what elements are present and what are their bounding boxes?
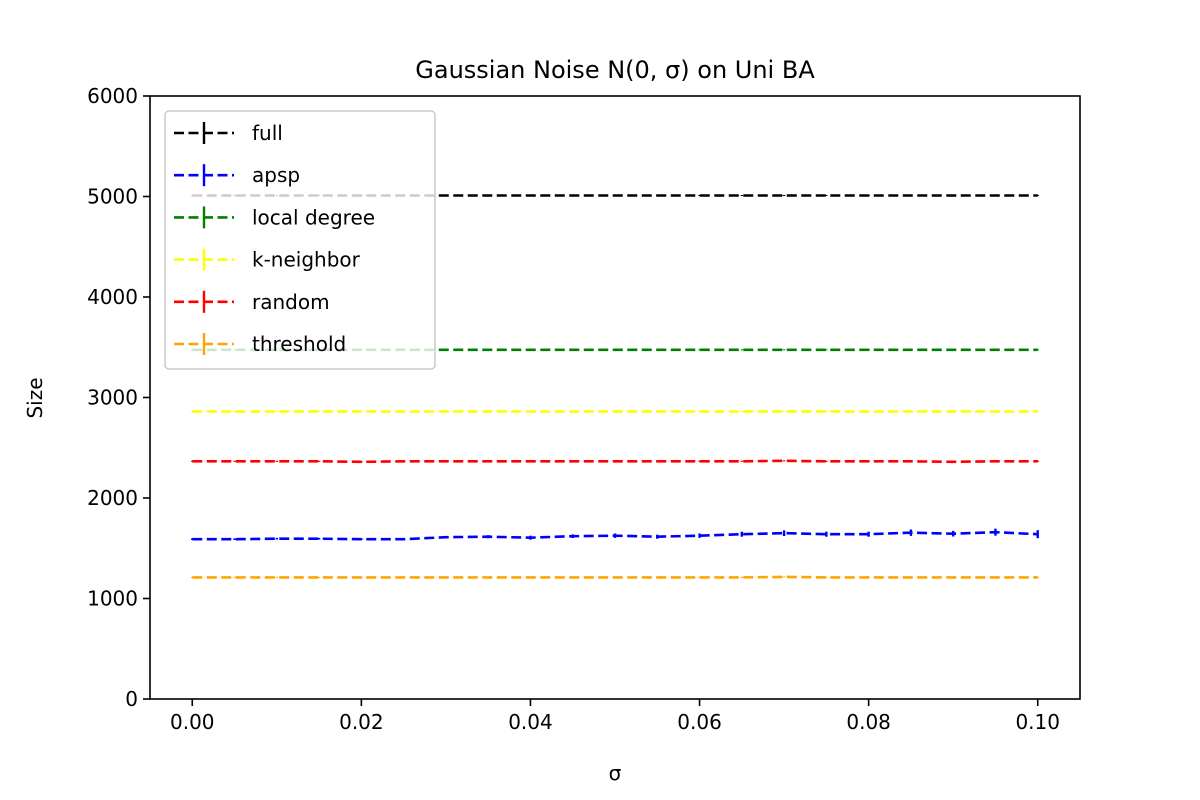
y-tick-label: 6000 [87, 84, 138, 108]
series-apsp [191, 528, 1039, 541]
x-tick-label: 0.04 [508, 710, 553, 734]
legend: full apsp local degree k-neighbor random thre… [164, 110, 436, 370]
x-tick-label: 0.00 [170, 710, 215, 734]
y-tick-label: 2000 [87, 486, 138, 510]
legend-item: full [174, 121, 283, 145]
y-tick-label: 0 [125, 687, 138, 711]
legend-label: apsp [252, 163, 300, 187]
legend-label: random [252, 290, 330, 314]
x-tick-label: 0.02 [339, 710, 384, 734]
y-tick-label: 3000 [87, 386, 138, 410]
chart-title: Gaussian Noise N(0, σ) on Uni BA [415, 56, 815, 84]
y-tick-label: 1000 [87, 587, 138, 611]
legend-item: random [174, 290, 330, 314]
legend-item: k-neighbor [174, 248, 361, 272]
x-axis: 0.00 0.02 0.04 0.06 0.08 0.10 [170, 699, 1060, 734]
x-tick-label: 0.08 [846, 710, 891, 734]
legend-item: local degree [174, 205, 375, 229]
series-layer [191, 194, 1039, 579]
x-tick-label: 0.06 [677, 710, 722, 734]
legend-item: apsp [174, 163, 300, 187]
legend-box [164, 110, 436, 370]
x-tick-label: 0.10 [1015, 710, 1060, 734]
legend-label: k-neighbor [252, 248, 361, 272]
series-threshold [191, 575, 1039, 579]
x-axis-label: σ [609, 761, 622, 785]
series-k-neighbor [191, 410, 1039, 413]
y-axis-label: Size [23, 377, 47, 418]
y-axis: 0 1000 2000 3000 4000 5000 6000 [87, 84, 150, 711]
y-tick-label: 5000 [87, 185, 138, 209]
y-tick-label: 4000 [87, 285, 138, 309]
series-random [191, 459, 1039, 464]
legend-label: threshold [252, 332, 346, 356]
legend-label: full [252, 121, 283, 145]
legend-label: local degree [252, 205, 375, 229]
legend-item: threshold [174, 332, 346, 356]
